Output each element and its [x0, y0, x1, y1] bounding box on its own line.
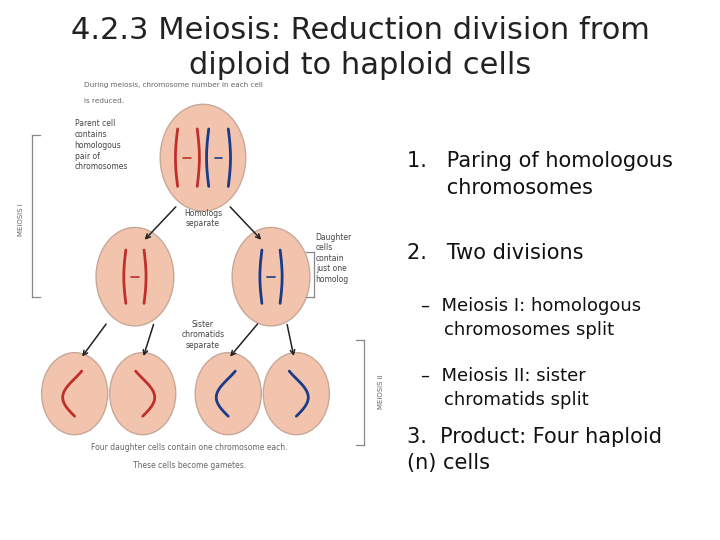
Text: 3.  Product: Four haploid
(n) cells: 3. Product: Four haploid (n) cells	[407, 427, 662, 473]
Ellipse shape	[195, 353, 261, 435]
Text: Parent cell
contains
homologous
pair of
chromosomes: Parent cell contains homologous pair of …	[75, 119, 128, 171]
Ellipse shape	[264, 353, 329, 435]
Text: 2.   Two divisions: 2. Two divisions	[407, 243, 583, 263]
Text: 4.2.3 Meiosis: Reduction division from
diploid to haploid cells: 4.2.3 Meiosis: Reduction division from d…	[71, 16, 649, 80]
Ellipse shape	[96, 227, 174, 326]
Ellipse shape	[232, 227, 310, 326]
Text: MEIOSIS I: MEIOSIS I	[17, 203, 24, 235]
Text: Homologs
separate: Homologs separate	[184, 209, 222, 228]
Text: is reduced.: is reduced.	[84, 98, 125, 104]
Ellipse shape	[42, 353, 108, 435]
Text: During meiosis, chromosome number in each cell: During meiosis, chromosome number in eac…	[84, 82, 264, 88]
Text: –  Meiosis I: homologous
    chromosomes split: – Meiosis I: homologous chromosomes spli…	[421, 297, 642, 339]
Text: –  Meiosis II: sister
    chromatids split: – Meiosis II: sister chromatids split	[421, 367, 589, 409]
Ellipse shape	[161, 104, 246, 211]
Text: MEIOSIS II: MEIOSIS II	[378, 374, 384, 409]
Text: Four daughter cells contain one chromosome each.: Four daughter cells contain one chromoso…	[91, 443, 287, 452]
Text: Sister
chromatids
separate: Sister chromatids separate	[181, 320, 225, 349]
Text: These cells become gametes.: These cells become gametes.	[132, 461, 246, 470]
Text: Daughter
cells
contain
just one
homolog: Daughter cells contain just one homolog	[316, 233, 352, 284]
Text: 1.   Paring of homologous
      chromosomes: 1. Paring of homologous chromosomes	[407, 151, 672, 198]
Ellipse shape	[109, 353, 176, 435]
